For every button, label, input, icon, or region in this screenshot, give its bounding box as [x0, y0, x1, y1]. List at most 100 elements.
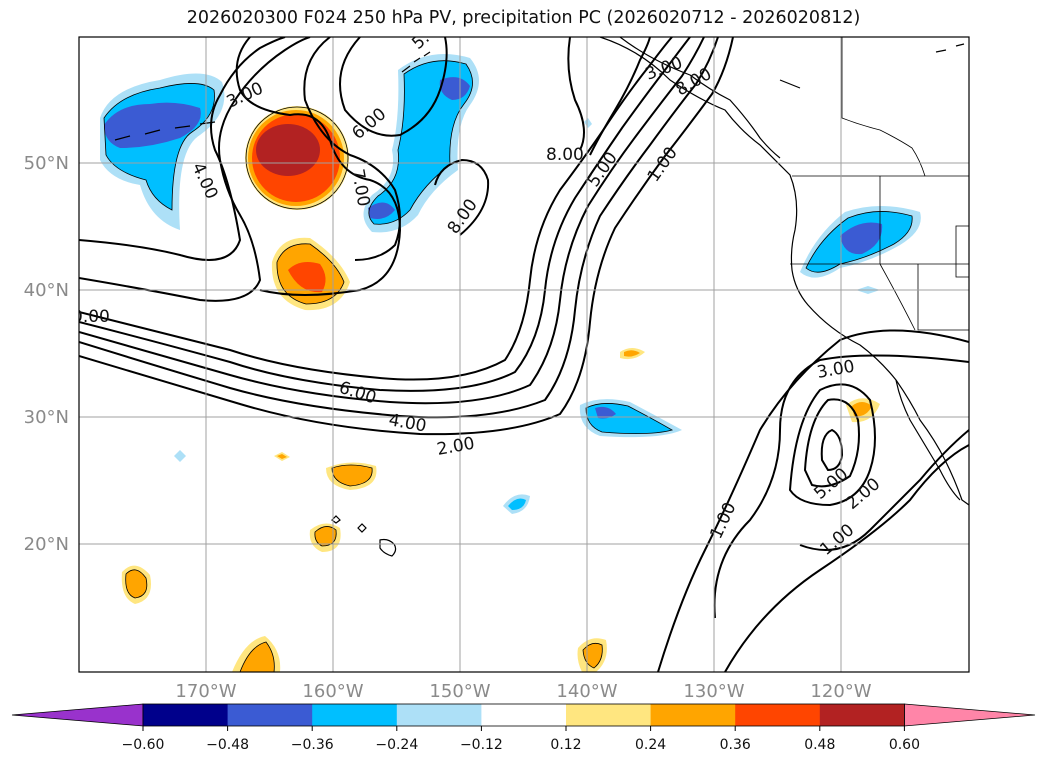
pv-contour-line [799, 429, 969, 551]
pv-contour-line [567, 37, 585, 151]
colorbar-tick-label: 0.60 [889, 737, 920, 753]
lat-tick-label: 50°N [24, 153, 69, 174]
pv-contour-line [339, 37, 448, 137]
pv-contour-label: 8.00 [546, 145, 584, 165]
precip-outline [245, 106, 349, 210]
pc-negative-blob [508, 498, 526, 510]
colorbar-ticks [142, 726, 905, 731]
pv-contour-line [303, 37, 401, 261]
colorbar-frame [142, 703, 905, 727]
map-frame [78, 36, 970, 673]
precip-outline [582, 642, 603, 669]
pc-positive-blob [125, 569, 147, 598]
lat-tick-label: 30°N [24, 407, 69, 428]
colorbar-tick-labels: −0.60 −0.48 −0.36 −0.24 −0.12 0.12 0.24 0.36 0.4… [122, 737, 920, 753]
alaska-canada-border [841, 37, 926, 177]
colorbar-tick-label: −0.48 [206, 737, 249, 753]
pv-contour-line [434, 158, 490, 236]
map-plot-area: 3.00 4.00 5.00 6.00 7.00 8.00 8.00 5.00 … [72, 37, 969, 672]
colorbar-segment [312, 704, 398, 726]
precip-outline [331, 464, 373, 487]
lon-tick-label: 170°W [175, 681, 236, 702]
pc-negative-blob [595, 406, 616, 419]
colorbar-tick-label: −0.12 [460, 737, 503, 753]
chart-title: 2026020300 F024 250 hPa PV, precipitatio… [186, 8, 861, 28]
colorbar-segment [227, 704, 313, 726]
north-america-coastline [599, 37, 969, 506]
colorbar: −0.60 −0.48 −0.36 −0.24 −0.12 0.12 0.24 0.36 0.4… [11, 703, 1036, 753]
state-border [917, 264, 969, 331]
longitude-tick-labels: 170°W 160°W 150°W 140°W 130°W 120°W [175, 681, 871, 702]
graticule [79, 37, 969, 672]
pc-positive-blob [240, 642, 275, 672]
lon-tick-label: 140°W [556, 681, 617, 702]
pc-negative-blob [368, 60, 473, 225]
colorbar-tick-label: 0.48 [804, 737, 835, 753]
pc-positive-blob [256, 124, 320, 176]
colorbar-segment [735, 704, 821, 726]
colorbar-segment [481, 704, 567, 726]
pv-contour-line [79, 37, 719, 419]
pc-positive-blob [314, 526, 337, 546]
pc-positive-blob [583, 643, 603, 668]
pc-positive-blob [852, 402, 872, 417]
pv-contour-line [79, 37, 311, 302]
hawaii-island [379, 538, 397, 557]
pv-contour-line [79, 37, 734, 436]
pv-contour-line [788, 383, 876, 507]
baja-california-coastline [895, 379, 961, 501]
pc-negative-blob [439, 77, 470, 100]
pv-contour-line [589, 37, 651, 156]
colorbar-segments [11, 703, 1036, 727]
pv-contour-line [79, 37, 691, 392]
pc-negative-blob [584, 118, 592, 128]
pv-contour-line [79, 37, 673, 381]
alaska-islands [401, 51, 431, 73]
colorbar-segment [143, 704, 229, 726]
pv-contour-line [713, 354, 969, 619]
pv-contour-label: 0.00 [72, 307, 110, 327]
lat-tick-label: 20°N [24, 534, 69, 555]
state-border [955, 225, 969, 278]
hawaii-island [331, 515, 341, 524]
pc-negative-blob [368, 202, 395, 219]
lon-tick-label: 150°W [429, 681, 490, 702]
colorbar-tick-label: 0.12 [550, 737, 581, 753]
pv-contour-line [657, 329, 969, 672]
hawaii-island [357, 523, 367, 533]
precip-outline [239, 641, 275, 672]
precip-outline [125, 569, 148, 599]
alaska-panhandle-coastline [619, 37, 781, 159]
pv-contour-line [724, 444, 969, 672]
precip-outlines [103, 60, 913, 672]
pv-contours [79, 37, 969, 672]
latitude-tick-labels: 50°N 40°N 30°N 20°N [24, 153, 69, 555]
colorbar-segment [819, 704, 905, 726]
precip-outline [276, 243, 345, 305]
colorbar-segment [650, 704, 736, 726]
state-border [879, 263, 916, 331]
coastlines [114, 37, 969, 557]
lat-tick-label: 40°N [24, 280, 69, 301]
precip-outline [805, 211, 913, 273]
pv-contour-line [79, 37, 705, 405]
colorbar-segment [396, 704, 482, 726]
aleutian-islands [114, 121, 216, 141]
precip-outline [585, 403, 674, 434]
pc-positive-blob [332, 465, 373, 486]
pc-positive-blob [288, 262, 326, 293]
lon-tick-label: 120°W [810, 681, 871, 702]
colorbar-tick-label: −0.36 [291, 737, 334, 753]
canada-islands [779, 43, 965, 89]
pc-positive-blob [624, 350, 640, 357]
precip-outline [103, 83, 215, 211]
colorbar-tick-label: 0.24 [635, 737, 666, 753]
lon-tick-label: 160°W [302, 681, 363, 702]
pv-contour-line [820, 428, 844, 472]
pc-negative-blob [174, 450, 186, 462]
political-borders [790, 37, 969, 331]
pc-positive-blob [277, 454, 287, 459]
colorbar-tick-label: −0.24 [375, 737, 418, 753]
colorbar-extend-max [904, 703, 1036, 727]
